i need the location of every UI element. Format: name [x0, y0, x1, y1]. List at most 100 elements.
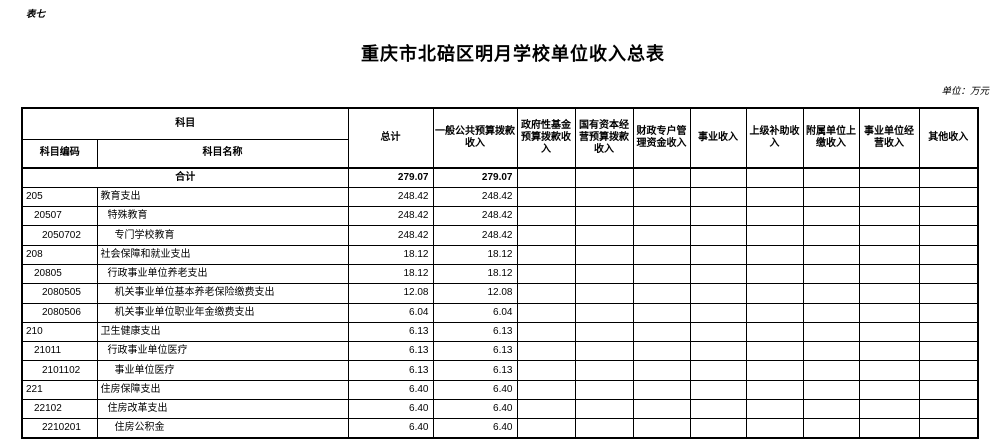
subject-code-header: 科目编码: [21, 138, 98, 169]
subject-code-cell: 20805: [21, 263, 98, 285]
table-row: 2210201 住房公积金 6.40 6.40: [21, 418, 979, 439]
subject-name-cell: 行政事业单位养老支出: [96, 263, 349, 285]
value-cell: [745, 225, 804, 246]
column-header-8: 事业单位经营收入: [858, 107, 920, 169]
value-cell: [632, 206, 691, 227]
value-cell: [632, 341, 691, 362]
table-row: 2080506 机关事业单位职业年金缴费支出 6.04 6.04: [21, 302, 979, 323]
value-cell: [918, 321, 979, 343]
value-cell: [689, 321, 747, 343]
value-cell: 6.13: [347, 321, 434, 343]
value-cell: [858, 225, 920, 246]
value-cell: [745, 399, 804, 420]
subject-name-header: 科目名称: [96, 138, 349, 169]
value-cell: [858, 321, 920, 343]
subject-name-cell: 机关事业单位职业年金缴费支出: [96, 302, 349, 323]
value-cell: [632, 244, 691, 265]
value-cell: [802, 225, 860, 246]
subject-name-cell: 住房公积金: [96, 418, 349, 439]
value-cell: [689, 225, 747, 246]
value-cell: [918, 418, 979, 439]
value-cell: [918, 360, 979, 381]
subject-code-cell: 210: [21, 321, 98, 343]
value-cell: [802, 244, 860, 265]
value-cell: 18.12: [347, 263, 434, 285]
value-cell: [918, 166, 979, 188]
value-cell: 12.08: [432, 283, 518, 304]
value-cell: 6.40: [432, 418, 518, 439]
subject-name-cell: 教育支出: [96, 186, 349, 208]
subject-code-cell: 22102: [21, 399, 98, 420]
subject-name-cell: 住房保障支出: [96, 379, 349, 401]
value-cell: [802, 321, 860, 343]
value-cell: [745, 206, 804, 227]
value-cell: [632, 263, 691, 285]
value-cell: [516, 263, 576, 285]
column-header-0: 总计: [347, 107, 434, 169]
subject-code-cell: 20507: [21, 206, 98, 227]
value-cell: [858, 302, 920, 323]
subject-code-cell: 2101102: [21, 360, 98, 381]
value-cell: 248.42: [432, 206, 518, 227]
value-cell: [689, 263, 747, 285]
value-cell: [632, 418, 691, 439]
value-cell: [689, 399, 747, 420]
value-cell: [689, 206, 747, 227]
column-header-2: 政府性基金预算拨款收入: [516, 107, 576, 169]
value-cell: [802, 206, 860, 227]
column-header-1: 一般公共预算拨款收入: [432, 107, 518, 169]
value-cell: [745, 166, 804, 188]
income-summary-table: 科目 总计 一般公共预算拨款收入 政府性基金预算拨款收入 国有资本经营预算拨款收入 财政…: [21, 107, 979, 440]
table-row: 2050702 专门学校教育 248.42 248.42: [21, 225, 979, 246]
value-cell: [516, 244, 576, 265]
table-row: 221 住房保障支出 6.40 6.40: [21, 379, 979, 401]
value-cell: [858, 341, 920, 362]
value-cell: [516, 302, 576, 323]
value-cell: [689, 379, 747, 401]
value-cell: [858, 244, 920, 265]
value-cell: [858, 186, 920, 208]
header-row-subject: 科目 总计 一般公共预算拨款收入 政府性基金预算拨款收入 国有资本经营预算拨款收入 财政…: [21, 107, 979, 169]
value-cell: [516, 379, 576, 401]
value-cell: [574, 283, 634, 304]
subject-name-cell: 行政事业单位医疗: [96, 341, 349, 362]
value-cell: [802, 418, 860, 439]
value-cell: [632, 283, 691, 304]
value-cell: 279.07: [432, 166, 518, 188]
value-cell: [689, 302, 747, 323]
value-cell: 279.07: [347, 166, 434, 188]
subject-name-cell: 卫生健康支出: [96, 321, 349, 343]
value-cell: [918, 186, 979, 208]
table-row: 22102 住房改革支出 6.40 6.40: [21, 399, 979, 420]
value-cell: [574, 244, 634, 265]
subject-group-header: 科目: [21, 107, 349, 140]
value-cell: [689, 244, 747, 265]
column-header-6: 上级补助收入: [745, 107, 804, 169]
value-cell: 248.42: [347, 186, 434, 208]
value-cell: [632, 166, 691, 188]
value-cell: 248.42: [432, 186, 518, 208]
value-cell: [574, 302, 634, 323]
table-row: 20507 特殊教育 248.42 248.42: [21, 206, 979, 227]
value-cell: [632, 360, 691, 381]
subject-code-cell: 2210201: [21, 418, 98, 439]
subject-code-cell: 2080506: [21, 302, 98, 323]
value-cell: 6.13: [432, 360, 518, 381]
value-cell: [574, 263, 634, 285]
value-cell: [745, 263, 804, 285]
value-cell: [689, 166, 747, 188]
table-row: 208 社会保障和就业支出 18.12 18.12: [21, 244, 979, 265]
value-cell: 6.13: [347, 341, 434, 362]
value-cell: [918, 341, 979, 362]
value-cell: [689, 360, 747, 381]
value-cell: [516, 321, 576, 343]
value-cell: [516, 418, 576, 439]
table-row: 21011 行政事业单位医疗 6.13 6.13: [21, 341, 979, 362]
value-cell: [745, 341, 804, 362]
value-cell: [918, 206, 979, 227]
value-cell: [802, 341, 860, 362]
value-cell: [516, 283, 576, 304]
value-cell: 248.42: [347, 225, 434, 246]
value-cell: 6.13: [432, 341, 518, 362]
